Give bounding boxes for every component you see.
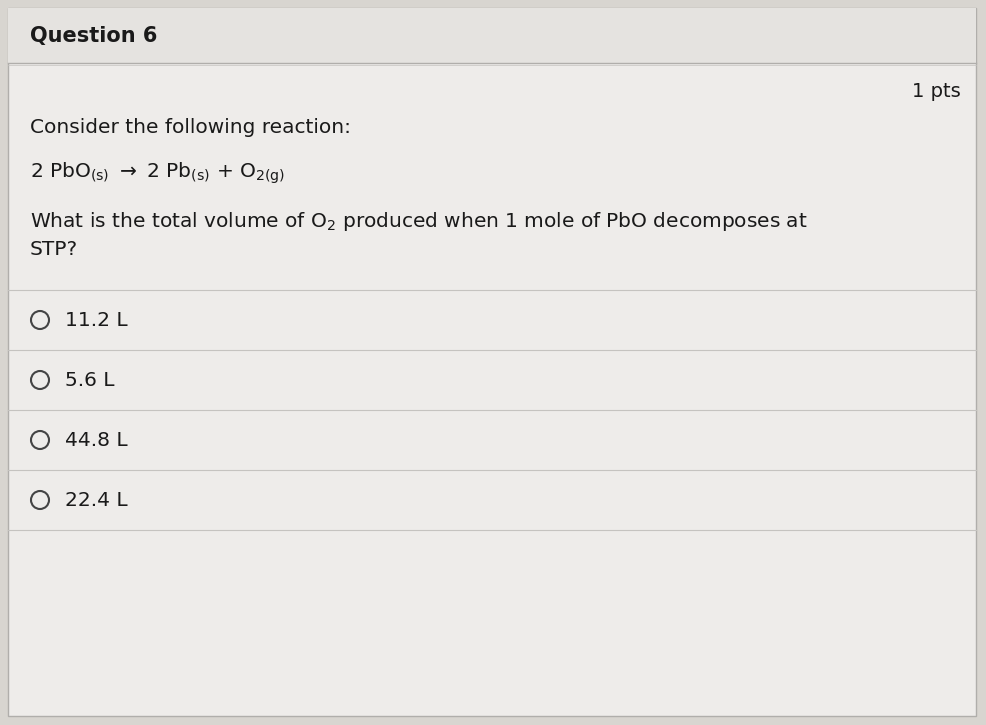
Text: Consider the following reaction:: Consider the following reaction: bbox=[30, 118, 351, 137]
Text: 11.2 L: 11.2 L bbox=[65, 310, 127, 329]
Text: STP?: STP? bbox=[30, 240, 78, 259]
Bar bbox=[8, 8, 975, 63]
Text: 5.6 L: 5.6 L bbox=[65, 370, 114, 389]
Text: 1 pts: 1 pts bbox=[911, 81, 960, 101]
Text: Question 6: Question 6 bbox=[30, 25, 157, 46]
Text: What is the total volume of O$_2$ produced when 1 mole of PbO decomposes at: What is the total volume of O$_2$ produc… bbox=[30, 210, 807, 233]
Text: 2 PbO$_{\mathregular{(s)}}$ $\rightarrow$ 2 Pb$_{\mathregular{(s)}}$ + O$_{\math: 2 PbO$_{\mathregular{(s)}}$ $\rightarrow… bbox=[30, 160, 285, 186]
Text: 22.4 L: 22.4 L bbox=[65, 491, 127, 510]
Text: 44.8 L: 44.8 L bbox=[65, 431, 127, 450]
